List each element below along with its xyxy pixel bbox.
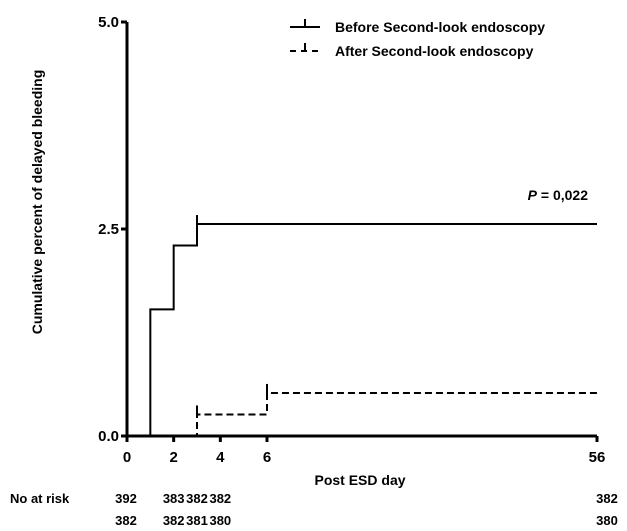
- x-tick-label: 0: [123, 449, 131, 466]
- x-tick-label: 6: [263, 449, 271, 466]
- risk-table-cell: 382: [596, 491, 618, 506]
- axes: 0.0 2.5 5.0 0 2 4 6 56: [98, 14, 605, 466]
- legend-before-label: Before Second-look endoscopy: [335, 19, 545, 35]
- risk-table-cell: 380: [209, 513, 231, 528]
- series-before-line: [127, 223, 597, 437]
- series-layer: [127, 215, 597, 437]
- y-axis-label: Cumulative percent of delayed bleeding: [29, 70, 45, 335]
- y-tick-label: 5.0: [98, 14, 119, 31]
- x-axis-label: Post ESD day: [314, 472, 405, 488]
- p-value-text: = 0,022: [537, 187, 588, 203]
- risk-table-cell: 381: [186, 513, 208, 528]
- risk-table-cell: 382: [186, 491, 208, 506]
- y-tick-label: 0.0: [98, 428, 119, 445]
- risk-table-cell: 392: [115, 491, 137, 506]
- x-tick-label: 2: [169, 449, 177, 466]
- p-value-annotation: P = 0,022: [528, 187, 589, 203]
- series-after-line: [127, 391, 597, 437]
- legend-after-label: After Second-look endoscopy: [335, 43, 534, 59]
- y-tick-label: 2.5: [98, 221, 119, 238]
- risk-table-label: No at risk: [10, 491, 70, 506]
- x-tick-label: 4: [216, 449, 225, 466]
- p-value-symbol: P: [528, 187, 538, 203]
- risk-table-cell: 382: [163, 513, 185, 528]
- risk-table-cell: 382: [209, 491, 231, 506]
- x-tick-label: 56: [589, 449, 606, 466]
- risk-table-cell: 383: [163, 491, 185, 506]
- legend: Before Second-look endoscopy After Second…: [290, 19, 545, 59]
- risk-table-cell: 380: [596, 513, 618, 528]
- risk-table-cell: 382: [115, 513, 137, 528]
